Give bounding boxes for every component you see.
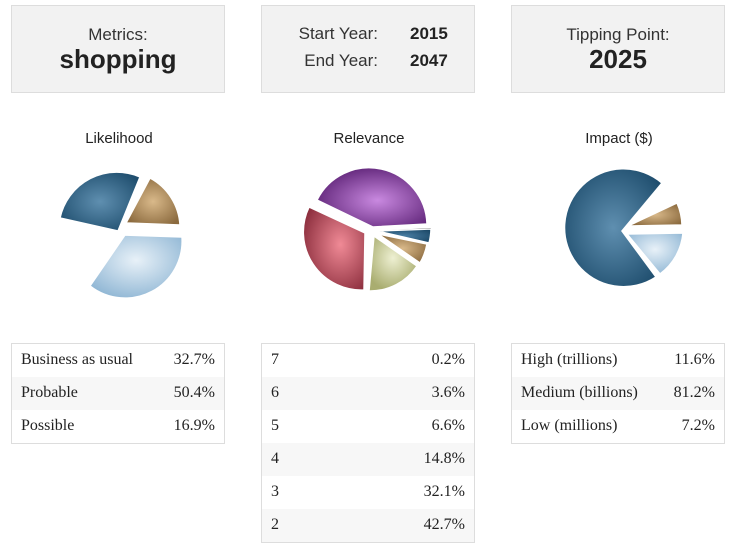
likelihood-chart-title: Likelihood xyxy=(85,130,153,147)
start-year-label: Start Year: xyxy=(298,24,378,43)
row-label: Probable xyxy=(21,384,78,401)
row-label: 4 xyxy=(271,450,279,467)
table-row: 3 32.1% xyxy=(262,476,474,509)
row-value: 7.2% xyxy=(681,417,715,434)
row-value: 32.7% xyxy=(173,351,215,368)
table-row: 4 14.8% xyxy=(262,443,474,476)
table-row: 6 3.6% xyxy=(262,377,474,410)
impact-pie xyxy=(563,168,684,288)
table-row: Low (millions) 7.2% xyxy=(512,410,724,443)
row-label: 6 xyxy=(271,384,279,401)
metrics-card: Metrics: shopping xyxy=(11,5,225,93)
table-row: 2 42.7% xyxy=(262,509,474,542)
end-year-value: 2047 xyxy=(410,51,448,70)
table-row: High (trillions) 11.6% xyxy=(512,344,724,377)
row-label: 7 xyxy=(271,351,279,368)
row-value: 11.6% xyxy=(674,351,715,368)
relevance-pie xyxy=(302,166,432,292)
row-value: 32.1% xyxy=(423,483,465,500)
table-row: 7 0.2% xyxy=(262,344,474,377)
row-label: Medium (billions) xyxy=(521,384,638,401)
row-value: 50.4% xyxy=(173,384,215,401)
years-card: Start Year: 2015 End Year: 2047 xyxy=(261,5,475,93)
row-label: High (trillions) xyxy=(521,351,618,368)
table-row: 5 6.6% xyxy=(262,410,474,443)
relevance-table: 7 0.2% 6 3.6% 5 6.6% 4 14.8% 3 32.1% 2 4… xyxy=(261,343,475,543)
row-label: 2 xyxy=(271,516,279,533)
tipping-point-value: 2025 xyxy=(589,44,647,74)
impact-slice-high xyxy=(625,232,684,276)
relevance-slice-5 xyxy=(377,233,428,265)
row-label: Business as usual xyxy=(21,351,133,368)
impact-table: High (trillions) 11.6% Medium (billions)… xyxy=(511,343,725,444)
likelihood-slice-possible xyxy=(124,176,181,226)
table-row: Business as usual 32.7% xyxy=(12,344,224,377)
impact-slice-medium xyxy=(563,168,664,288)
relevance-slice-3 xyxy=(302,206,366,291)
relevance-slice-4 xyxy=(368,234,419,292)
row-label: Low (millions) xyxy=(521,417,618,434)
relevance-slice-7 xyxy=(376,227,432,231)
row-value: 16.9% xyxy=(173,417,215,434)
end-year-label: End Year: xyxy=(304,51,378,70)
row-value: 81.2% xyxy=(673,384,715,401)
row-value: 42.7% xyxy=(423,516,465,533)
row-value: 14.8% xyxy=(423,450,465,467)
tipping-point-card: Tipping Point: 2025 xyxy=(511,5,725,93)
table-row: Possible 16.9% xyxy=(12,410,224,443)
row-value: 6.6% xyxy=(431,417,465,434)
impact-chart-title: Impact ($) xyxy=(585,130,653,147)
start-year-value: 2015 xyxy=(410,24,448,43)
likelihood-slice-probable xyxy=(88,234,183,299)
row-label: 3 xyxy=(271,483,279,500)
row-label: Possible xyxy=(21,417,75,434)
relevance-chart-title: Relevance xyxy=(333,130,405,147)
row-value: 0.2% xyxy=(431,351,465,368)
metrics-label: Metrics: xyxy=(88,25,148,44)
row-label: 5 xyxy=(271,417,279,434)
likelihood-table: Business as usual 32.7% Probable 50.4% P… xyxy=(11,343,225,444)
impact-slice-low xyxy=(627,201,683,227)
tipping-point-label: Tipping Point: xyxy=(566,25,670,44)
relevance-slice-2 xyxy=(315,166,428,228)
table-row: Medium (billions) 81.2% xyxy=(512,377,724,410)
likelihood-pie xyxy=(59,171,183,299)
row-value: 3.6% xyxy=(431,384,465,401)
metrics-value: shopping xyxy=(59,44,177,74)
likelihood-slice-business-as-usual xyxy=(59,171,141,232)
table-row: Probable 50.4% xyxy=(12,377,224,410)
